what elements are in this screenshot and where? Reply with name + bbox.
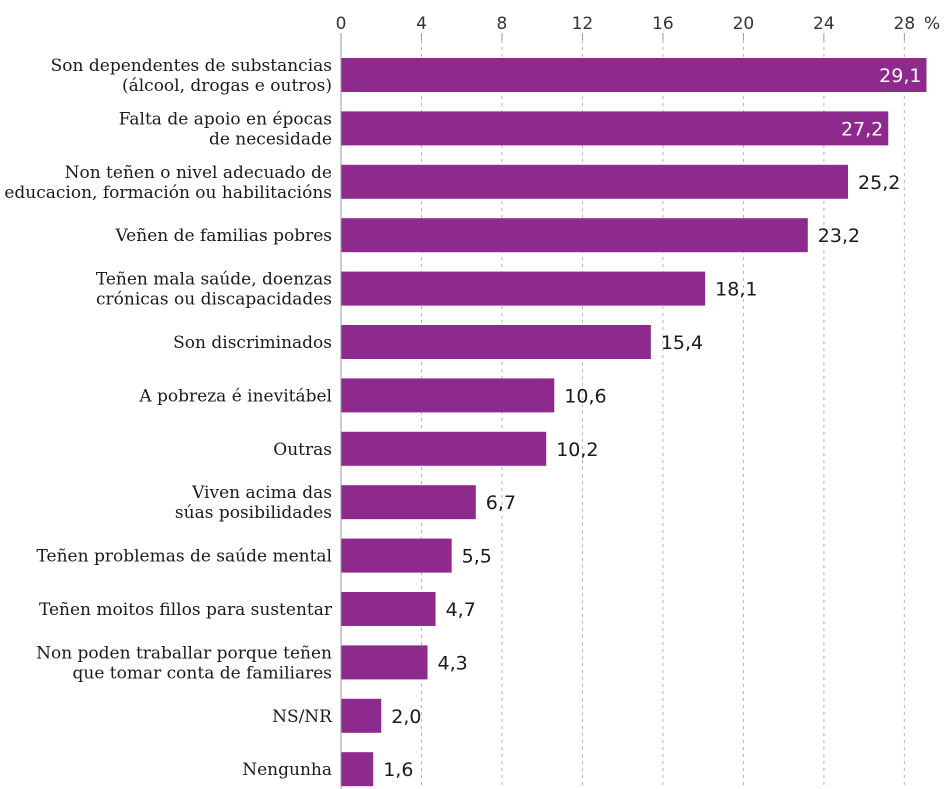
category-label: Son discriminados	[173, 333, 332, 353]
value-label: 23,2	[818, 225, 860, 247]
value-label: 1,6	[383, 759, 413, 781]
value-label: 10,6	[564, 385, 606, 407]
bar	[341, 752, 374, 787]
bar	[341, 218, 808, 253]
x-axis-ticks: 0 4 8 12 16 20 24 28	[336, 14, 916, 40]
category-label: Viven acima das	[191, 483, 332, 503]
bar	[341, 592, 436, 626]
bar	[341, 378, 555, 413]
bar	[341, 58, 927, 92]
value-label: 15,4	[661, 332, 703, 354]
bars	[341, 58, 927, 787]
tick-label: 28	[894, 14, 916, 34]
value-label: 4,7	[446, 599, 476, 621]
tick-label: 0	[336, 14, 347, 34]
tick-label: 8	[497, 14, 508, 34]
bar	[341, 271, 706, 306]
tick-label: 16	[652, 14, 674, 34]
category-label: A pobreza é inevitábel	[138, 386, 332, 406]
bar	[341, 325, 651, 359]
category-label: Non poden traballar porque teñen	[36, 643, 332, 663]
category-label: que tomar conta de familiares	[73, 663, 332, 683]
tick-label: 20	[733, 14, 755, 34]
bar	[341, 431, 547, 466]
category-label: Outras	[273, 440, 332, 460]
value-label: 2,0	[391, 706, 421, 728]
category-label: Falta de apoio en épocas	[119, 109, 332, 129]
category-label: Teñen mala saúde, doenzas	[96, 270, 332, 290]
category-labels: Son dependentes de substancias(álcool, d…	[4, 56, 333, 780]
tick-label: 24	[813, 14, 835, 34]
category-label: súas posibilidades	[175, 503, 332, 523]
category-label: crónicas ou discapacidades	[96, 290, 332, 310]
category-label: Nengunha	[242, 760, 332, 780]
value-label: 18,1	[715, 279, 757, 301]
category-label: de necesidade	[209, 129, 332, 149]
bar	[341, 538, 452, 573]
value-label: 6,7	[486, 492, 516, 514]
category-label: Veñen de familias pobres	[114, 226, 332, 246]
value-labels: 29,1 27,2 25,2 23,2 18,1 15,4 10,6 10,2 6,7 5,5 4,…	[383, 65, 921, 781]
category-label: (álcool, drogas e outros)	[122, 76, 332, 96]
category-label: Non teñen o nivel adecuado de	[65, 163, 332, 183]
bar	[341, 485, 476, 520]
category-label: Son dependentes de substancias	[51, 56, 332, 76]
value-label: 25,2	[858, 172, 900, 194]
x-axis-unit-label: %	[924, 14, 940, 34]
value-label: 10,2	[556, 439, 598, 461]
tick-label: 4	[416, 14, 427, 34]
value-label: 4,3	[438, 652, 468, 674]
value-label: 5,5	[462, 546, 492, 568]
bar	[341, 164, 849, 199]
category-label: NS/NR	[272, 707, 333, 727]
tick-label: 12	[572, 14, 594, 34]
value-label: 27,2	[841, 118, 883, 140]
value-label: 29,1	[879, 65, 921, 87]
grid-lines	[420, 40, 905, 789]
bar	[341, 111, 889, 146]
bar	[341, 698, 382, 733]
category-label: Teñen problemas de saúde mental	[37, 547, 332, 567]
bar	[341, 645, 428, 680]
category-label: Teñen moitos fillos para sustentar	[39, 600, 333, 620]
category-label: educacion, formación ou habilitacións	[4, 183, 332, 203]
